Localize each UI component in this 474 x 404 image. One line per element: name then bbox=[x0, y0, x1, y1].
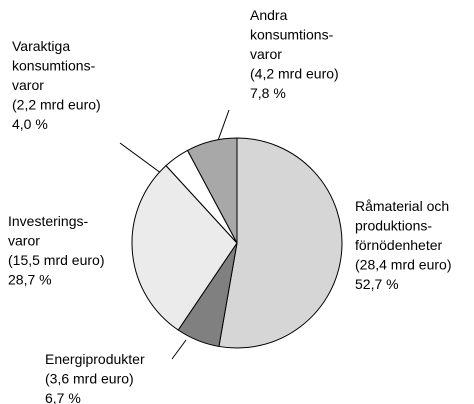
category-label: konsumtions- bbox=[12, 58, 96, 74]
category-label: Varaktiga bbox=[12, 38, 70, 54]
value-label: 4,0 % bbox=[12, 116, 48, 132]
amount-label: (2,2 mrd euro) bbox=[12, 97, 101, 113]
category-label: varor bbox=[8, 233, 40, 249]
amount-label: (3,6 mrd euro) bbox=[45, 371, 134, 387]
category-label: Energiprodukter bbox=[45, 351, 145, 367]
category-label: förnödenheter bbox=[355, 237, 443, 253]
leader-line bbox=[171, 339, 187, 360]
value-label: 28,7 % bbox=[8, 272, 52, 288]
value-label: 6,7 % bbox=[45, 390, 81, 404]
value-label: 52,7 % bbox=[355, 276, 399, 292]
category-label: varor bbox=[12, 77, 44, 93]
category-label: produktions- bbox=[355, 218, 432, 234]
pie-slice bbox=[131, 164, 238, 331]
category-label: Råmaterial och bbox=[355, 198, 449, 214]
category-label: konsumtions- bbox=[250, 27, 334, 43]
category-label: varor bbox=[250, 46, 282, 62]
amount-label: (4,2 mrd euro) bbox=[250, 66, 339, 82]
pie-slice bbox=[218, 137, 343, 349]
category-label: Investerings- bbox=[8, 213, 88, 229]
amount-label: (28,4 mrd euro) bbox=[355, 257, 451, 273]
category-label: Andra bbox=[250, 7, 288, 23]
amount-label: (15,5 mrd euro) bbox=[8, 252, 104, 268]
value-label: 7,8 % bbox=[250, 85, 286, 101]
pie-slice bbox=[186, 137, 238, 244]
